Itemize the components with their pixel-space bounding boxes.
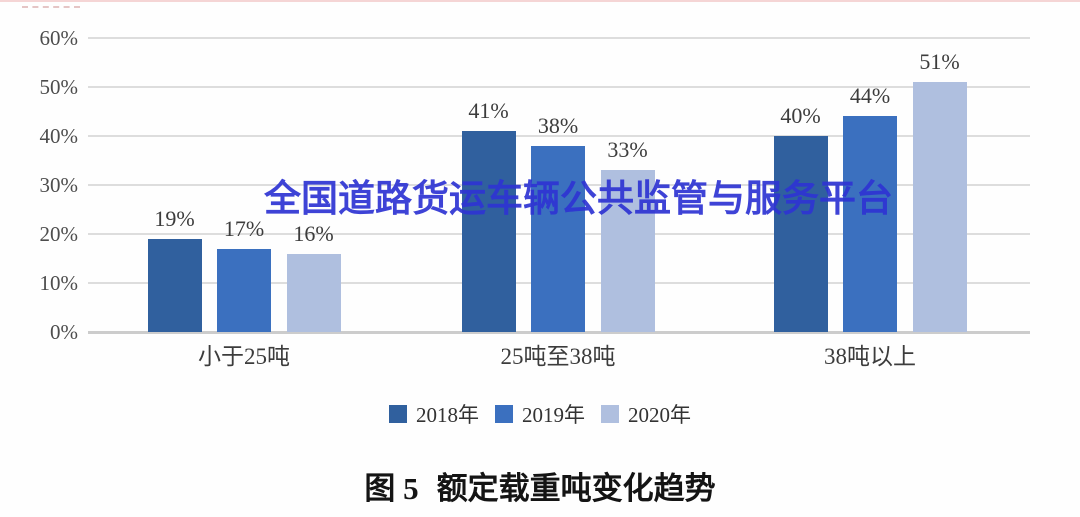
gridline <box>88 86 1030 88</box>
y-tick-label: 10% <box>39 271 79 295</box>
bar-value-label: 33% <box>607 137 648 163</box>
bar-2019年-38吨以上 <box>843 116 897 332</box>
gridline <box>88 135 1030 137</box>
bar-2018年-38吨以上 <box>773 136 828 332</box>
legend-swatch-icon <box>495 405 513 423</box>
chart-legend: 2018年 2019年 2020年 <box>0 399 1080 429</box>
figure-caption: 图 5 额定载重吨变化趋势 <box>0 463 1080 508</box>
screenshot-crop-dash <box>22 6 80 8</box>
y-tick-label: 20% <box>39 222 79 246</box>
bar-value-label: 40% <box>780 103 821 128</box>
x-axis-baseline <box>88 331 1030 334</box>
bar-value-label: 19% <box>154 205 195 231</box>
bar-value-label: 16% <box>293 220 334 246</box>
bar-chart-plot-area: 0% 10% 20% 30% 40% 50% 60% 19% 41% 40% 17% 38% 44% 16… <box>39 26 1030 369</box>
figure-caption-title: 额定载重吨变化趋势 <box>436 471 716 506</box>
bar-2020年-38吨以上 <box>912 82 967 332</box>
bar-value-label: 41% <box>468 98 509 124</box>
legend-swatch-icon <box>601 405 619 423</box>
category-label: 小于25吨 <box>198 344 290 369</box>
screenshot-crop-line <box>0 0 1080 2</box>
y-tick-label: 60% <box>39 26 79 50</box>
bar-value-label: 38% <box>537 112 579 138</box>
watermark-text: 全国道路货运车辆公共监管与服务平台 <box>264 178 893 219</box>
y-tick-label: 40% <box>39 124 79 148</box>
bar-2020年-小于25吨 <box>286 253 341 332</box>
legend-label: 2020年 <box>628 403 691 427</box>
legend-swatch-icon <box>389 405 407 423</box>
bar-value-label: 44% <box>849 83 891 109</box>
y-tick-label: 30% <box>39 173 79 197</box>
bar-2018年-小于25吨 <box>147 238 202 332</box>
bar-value-label: 51% <box>919 49 960 75</box>
figure-caption-number: 图 5 <box>364 471 419 506</box>
legend-item-2018年: 2018年 <box>389 399 479 429</box>
bar-value-label: 17% <box>223 215 265 241</box>
bar-2020年-25吨至38吨 <box>600 170 655 332</box>
bar-2018年-25吨至38吨 <box>461 131 516 332</box>
category-label: 38吨以上 <box>824 344 916 369</box>
gridline <box>88 37 1030 39</box>
category-label: 25吨至38吨 <box>500 344 616 369</box>
y-tick-label: 0% <box>50 320 78 344</box>
bar-2019年-小于25吨 <box>217 248 271 332</box>
legend-label: 2019年 <box>522 403 585 427</box>
y-tick-label: 50% <box>39 75 79 99</box>
legend-item-2019年: 2019年 <box>495 399 585 429</box>
bar-2019年-25吨至38吨 <box>531 145 585 332</box>
legend-label: 2018年 <box>416 403 479 427</box>
legend-item-2020年: 2020年 <box>601 399 691 429</box>
